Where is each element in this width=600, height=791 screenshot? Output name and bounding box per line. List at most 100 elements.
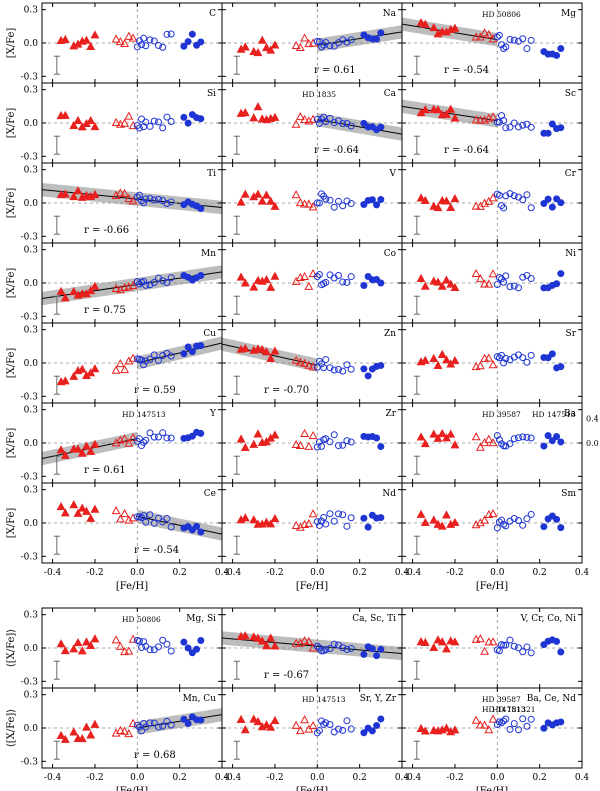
open-circle-point [146,122,154,130]
filled-triangle-point [450,517,460,527]
open-circle-point [510,642,518,650]
open-circle-point [146,429,154,437]
open-circle-point [527,204,535,212]
open-circle-point [138,197,146,205]
filled-triangle-point [266,45,276,54]
filled-triangle-point [60,508,70,517]
open-triangle-point [115,641,125,650]
correlation-label: r = -0.54 [444,65,489,76]
open-circle-point [135,435,143,443]
open-circle-point [502,715,510,723]
filled-triangle-point [433,433,443,442]
star-annotation: HD 147513 [302,695,346,704]
open-triangle-point [308,202,318,211]
star-annotation: HD 181321 [492,705,536,714]
filled-triangle-point [253,189,263,198]
filled-triangle-point [420,517,430,527]
filled-triangle-point [257,636,267,645]
filled-circle-point [553,515,561,523]
filled-triangle-point [86,446,96,455]
element-label: Mg, Si [186,614,216,624]
open-circle-point [523,191,531,199]
panel-si: Si -0.3 0.0 0.3 [X/Fe] [6,82,223,164]
filled-triangle-point [60,110,70,119]
open-circle-point [343,717,351,725]
filled-triangle-point [450,113,460,122]
filled-triangle-point [437,428,447,438]
y-tick-label: 0.3 [24,691,39,701]
open-circle-point [330,640,338,648]
filled-triangle-point [60,645,70,655]
open-triangle-point [124,31,134,40]
open-circle-point [500,359,508,367]
filled-triangle-point [77,503,87,512]
filled-triangle-point [240,725,250,734]
open-circle-point [498,41,506,49]
filled-triangle-point [416,723,426,732]
open-circle-point [159,429,167,437]
open-triangle-point [471,115,481,124]
filled-triangle-point [270,201,280,210]
open-circle-point [313,642,321,650]
filled-circle-point [188,30,196,38]
open-triangle-point [300,33,310,42]
x-tick-label: 0.0 [310,568,325,578]
y-tick-label: 0.0 [24,439,39,449]
filled-circle-point [557,45,565,53]
filled-circle-point [360,729,368,737]
open-circle-point [519,35,527,43]
y-tick-label: 0.3 [24,6,39,16]
y-axis-label: [X/Fe] [6,188,17,219]
open-circle-point [519,715,527,723]
open-circle-point [498,516,506,524]
open-circle-point [133,122,141,130]
open-circle-point [523,433,531,441]
filled-circle-point [197,637,205,645]
open-triangle-point [484,725,494,734]
open-circle-point [326,114,334,122]
open-circle-point [347,514,355,522]
open-circle-point [493,281,501,289]
open-triangle-point [480,646,490,655]
x-tick-label: 0.2 [532,568,546,578]
filled-circle-point [557,648,565,656]
open-triangle-point [111,438,121,447]
open-triangle-point [475,32,485,41]
filled-triangle-point [266,722,276,731]
open-circle-point [527,715,535,723]
y-axis-label: ⟨[X/Fe]⟩ [6,709,17,748]
open-circle-point [133,355,141,363]
y-tick-label: 0.3 [24,611,39,621]
open-circle-point [519,433,527,441]
panel-c: C -0.3 0.0 0.3 [X/Fe] [6,2,223,84]
open-triangle-point [484,637,494,646]
filled-triangle-point [82,35,91,44]
open-triangle-point [484,29,494,39]
open-circle-point [527,36,535,44]
element-label: Mg [561,9,576,19]
open-triangle-point [300,715,310,724]
filled-triangle-point [446,279,456,288]
open-circle-point [167,117,175,125]
open-circle-point [500,117,508,125]
filled-triangle-point [450,637,460,646]
open-triangle-point [471,32,481,41]
filled-triangle-point [446,429,456,438]
open-triangle-point [308,720,318,730]
filled-triangle-point [56,730,66,739]
open-circle-point [523,120,531,128]
filled-circle-point [180,42,188,50]
open-circle-point [146,281,154,289]
open-triangle-point [128,196,138,205]
open-circle-point [150,351,158,359]
open-triangle-point [111,365,121,374]
open-circle-point [163,717,171,725]
y-tick-label: 0.0 [24,519,39,529]
filled-triangle-point [266,196,276,205]
open-circle-point [315,199,323,207]
open-circle-point [318,43,326,51]
open-circle-point [133,193,141,201]
open-triangle-point [128,432,138,442]
filled-circle-point [557,524,565,532]
correlation-label: r = -0.67 [264,670,309,681]
